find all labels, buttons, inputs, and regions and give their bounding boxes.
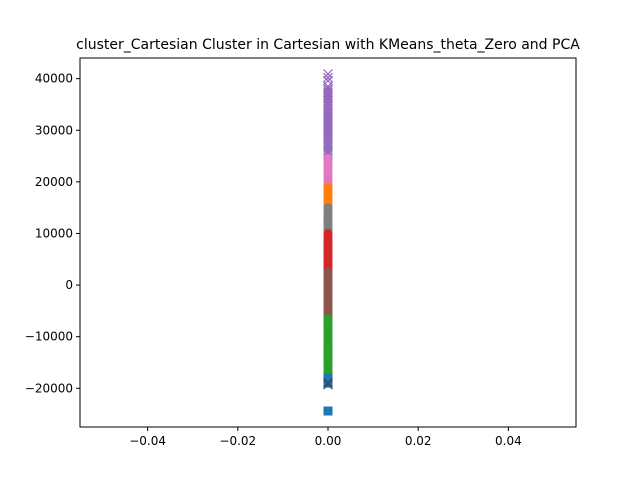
y-tick-label: 10000 [35,226,73,240]
x-tick-label: 0.00 [315,434,342,448]
chart-title: cluster_Cartesian Cluster in Cartesian w… [76,37,580,53]
y-tick-label: 20000 [35,175,73,189]
data-marks [323,69,333,416]
data-point [323,72,333,83]
data-point [323,144,333,155]
data-point [323,146,333,157]
x-tick-label: −0.02 [219,434,256,448]
x-tick-label: 0.02 [405,434,432,448]
x-tick-label: −0.04 [129,434,166,448]
data-point [323,377,333,388]
y-tick-label: 30000 [35,123,73,137]
y-tick-label: 0 [65,278,73,292]
y-tick-label: 40000 [35,72,73,86]
y-tick-label: −10000 [25,330,73,344]
x-tick-label: 0.04 [495,434,522,448]
data-point [323,379,333,390]
y-tick-label: −20000 [25,381,73,395]
y-axis: −20000 −10000 0 10000 20000 30000 40000 [25,72,80,395]
data-point [323,406,333,416]
data-point [323,75,333,86]
x-axis: −0.04 −0.02 0.00 0.02 0.04 [129,427,522,448]
